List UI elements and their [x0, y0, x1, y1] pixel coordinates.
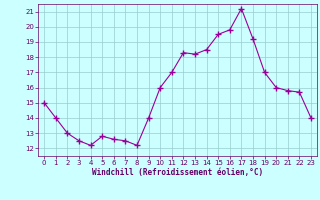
X-axis label: Windchill (Refroidissement éolien,°C): Windchill (Refroidissement éolien,°C) — [92, 168, 263, 177]
